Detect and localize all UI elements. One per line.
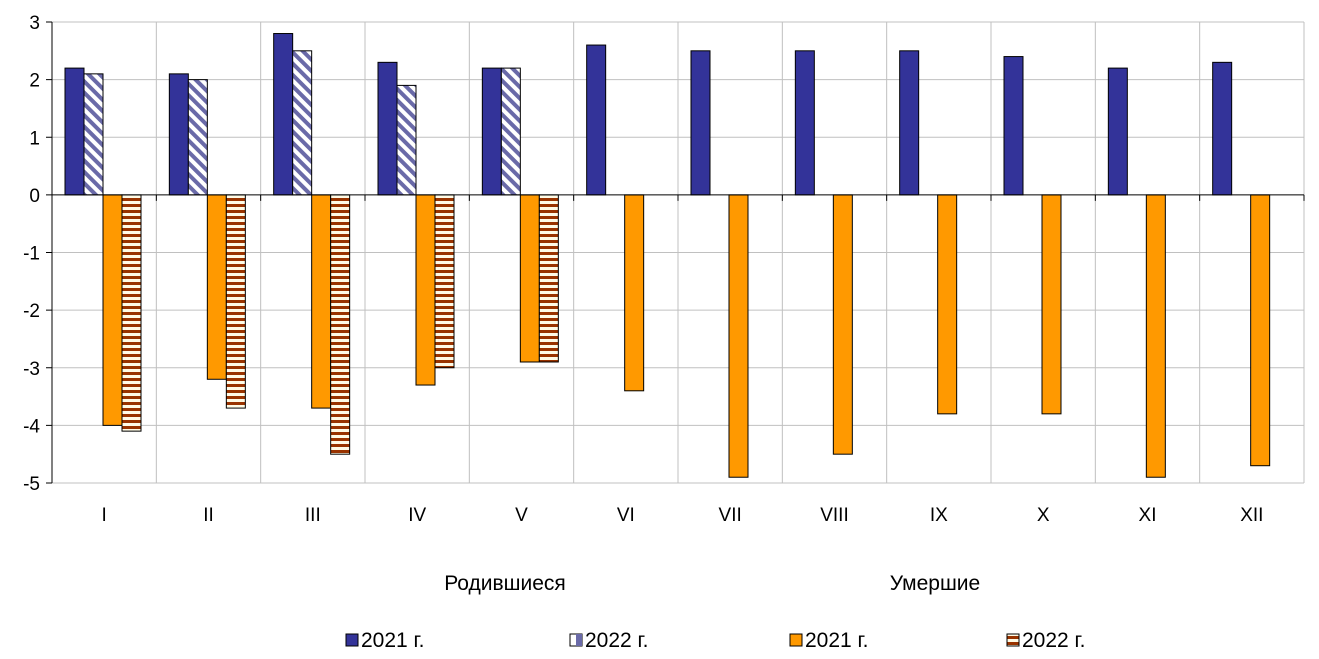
- y-tick-label: -2: [23, 301, 40, 322]
- x-tick-label: II: [203, 505, 214, 526]
- grid: [52, 21, 1305, 484]
- y-tick-label: 3: [29, 13, 40, 34]
- bar: [1212, 61, 1233, 196]
- bar: [1107, 67, 1128, 196]
- x-tick-label: IV: [408, 505, 426, 526]
- legend-label: 2022 г.: [1022, 629, 1085, 652]
- x-tick-label: V: [515, 505, 528, 526]
- legend-swatch: [1006, 633, 1020, 647]
- y-tick-label: -3: [23, 359, 40, 380]
- bar: [794, 50, 815, 196]
- bar: [519, 194, 540, 363]
- y-tick-label: -5: [23, 474, 40, 495]
- bar: [330, 194, 351, 455]
- group-label: Умершие: [890, 572, 980, 595]
- bar: [832, 194, 853, 455]
- x-tick-label: IX: [930, 505, 948, 526]
- x-tick-label: XII: [1240, 505, 1263, 526]
- bar: [538, 194, 559, 363]
- bar: [624, 194, 645, 392]
- y-tick-label: 0: [29, 186, 40, 207]
- bar: [187, 79, 208, 196]
- axes: [46, 21, 1305, 484]
- bar: [273, 33, 294, 196]
- bars: [64, 33, 1271, 478]
- bar: [377, 61, 398, 196]
- x-tick-label: I: [102, 505, 107, 526]
- bar: [1250, 194, 1271, 467]
- bar: [415, 194, 436, 386]
- bar: [311, 194, 332, 409]
- bar: [899, 50, 920, 196]
- x-tick-label: VII: [719, 505, 742, 526]
- legend-swatch: [345, 633, 359, 647]
- y-tick-label: 1: [29, 128, 40, 149]
- bar: [396, 84, 417, 196]
- legend-label: 2021 г.: [361, 629, 424, 652]
- bar: [1041, 194, 1062, 415]
- bar: [83, 73, 104, 196]
- y-tick-label: -4: [23, 416, 40, 437]
- y-tick-label: 2: [29, 71, 40, 92]
- legend: 2021 г. 2022 г. 2021 г. 2022 г.: [345, 629, 1085, 652]
- x-tick-label: III: [305, 505, 321, 526]
- y-tick-label: -1: [23, 244, 40, 265]
- bar: [1003, 56, 1024, 196]
- bar: [1145, 194, 1166, 478]
- bar: [728, 194, 749, 478]
- legend-swatch: [789, 633, 803, 647]
- bar: [500, 67, 521, 196]
- legend-label: 2022 г.: [585, 629, 648, 652]
- bar: [481, 67, 502, 196]
- x-tick-label: VI: [617, 505, 635, 526]
- x-tick-label: VIII: [820, 505, 849, 526]
- bar: [225, 194, 246, 409]
- bar: [206, 194, 227, 380]
- x-tick-label: XI: [1139, 505, 1157, 526]
- x-tick-label: X: [1037, 505, 1050, 526]
- legend-swatch-pattern: [576, 634, 582, 646]
- bar: [937, 194, 958, 415]
- bar: [102, 194, 123, 426]
- bar: [434, 194, 455, 369]
- bar: [168, 73, 189, 196]
- bar: [64, 67, 85, 196]
- bar: [292, 50, 313, 196]
- bar: [690, 50, 711, 196]
- legend-label: 2021 г.: [805, 629, 868, 652]
- group-label: Родившиеся: [444, 572, 566, 595]
- bar: [586, 44, 607, 196]
- bar: [121, 194, 142, 432]
